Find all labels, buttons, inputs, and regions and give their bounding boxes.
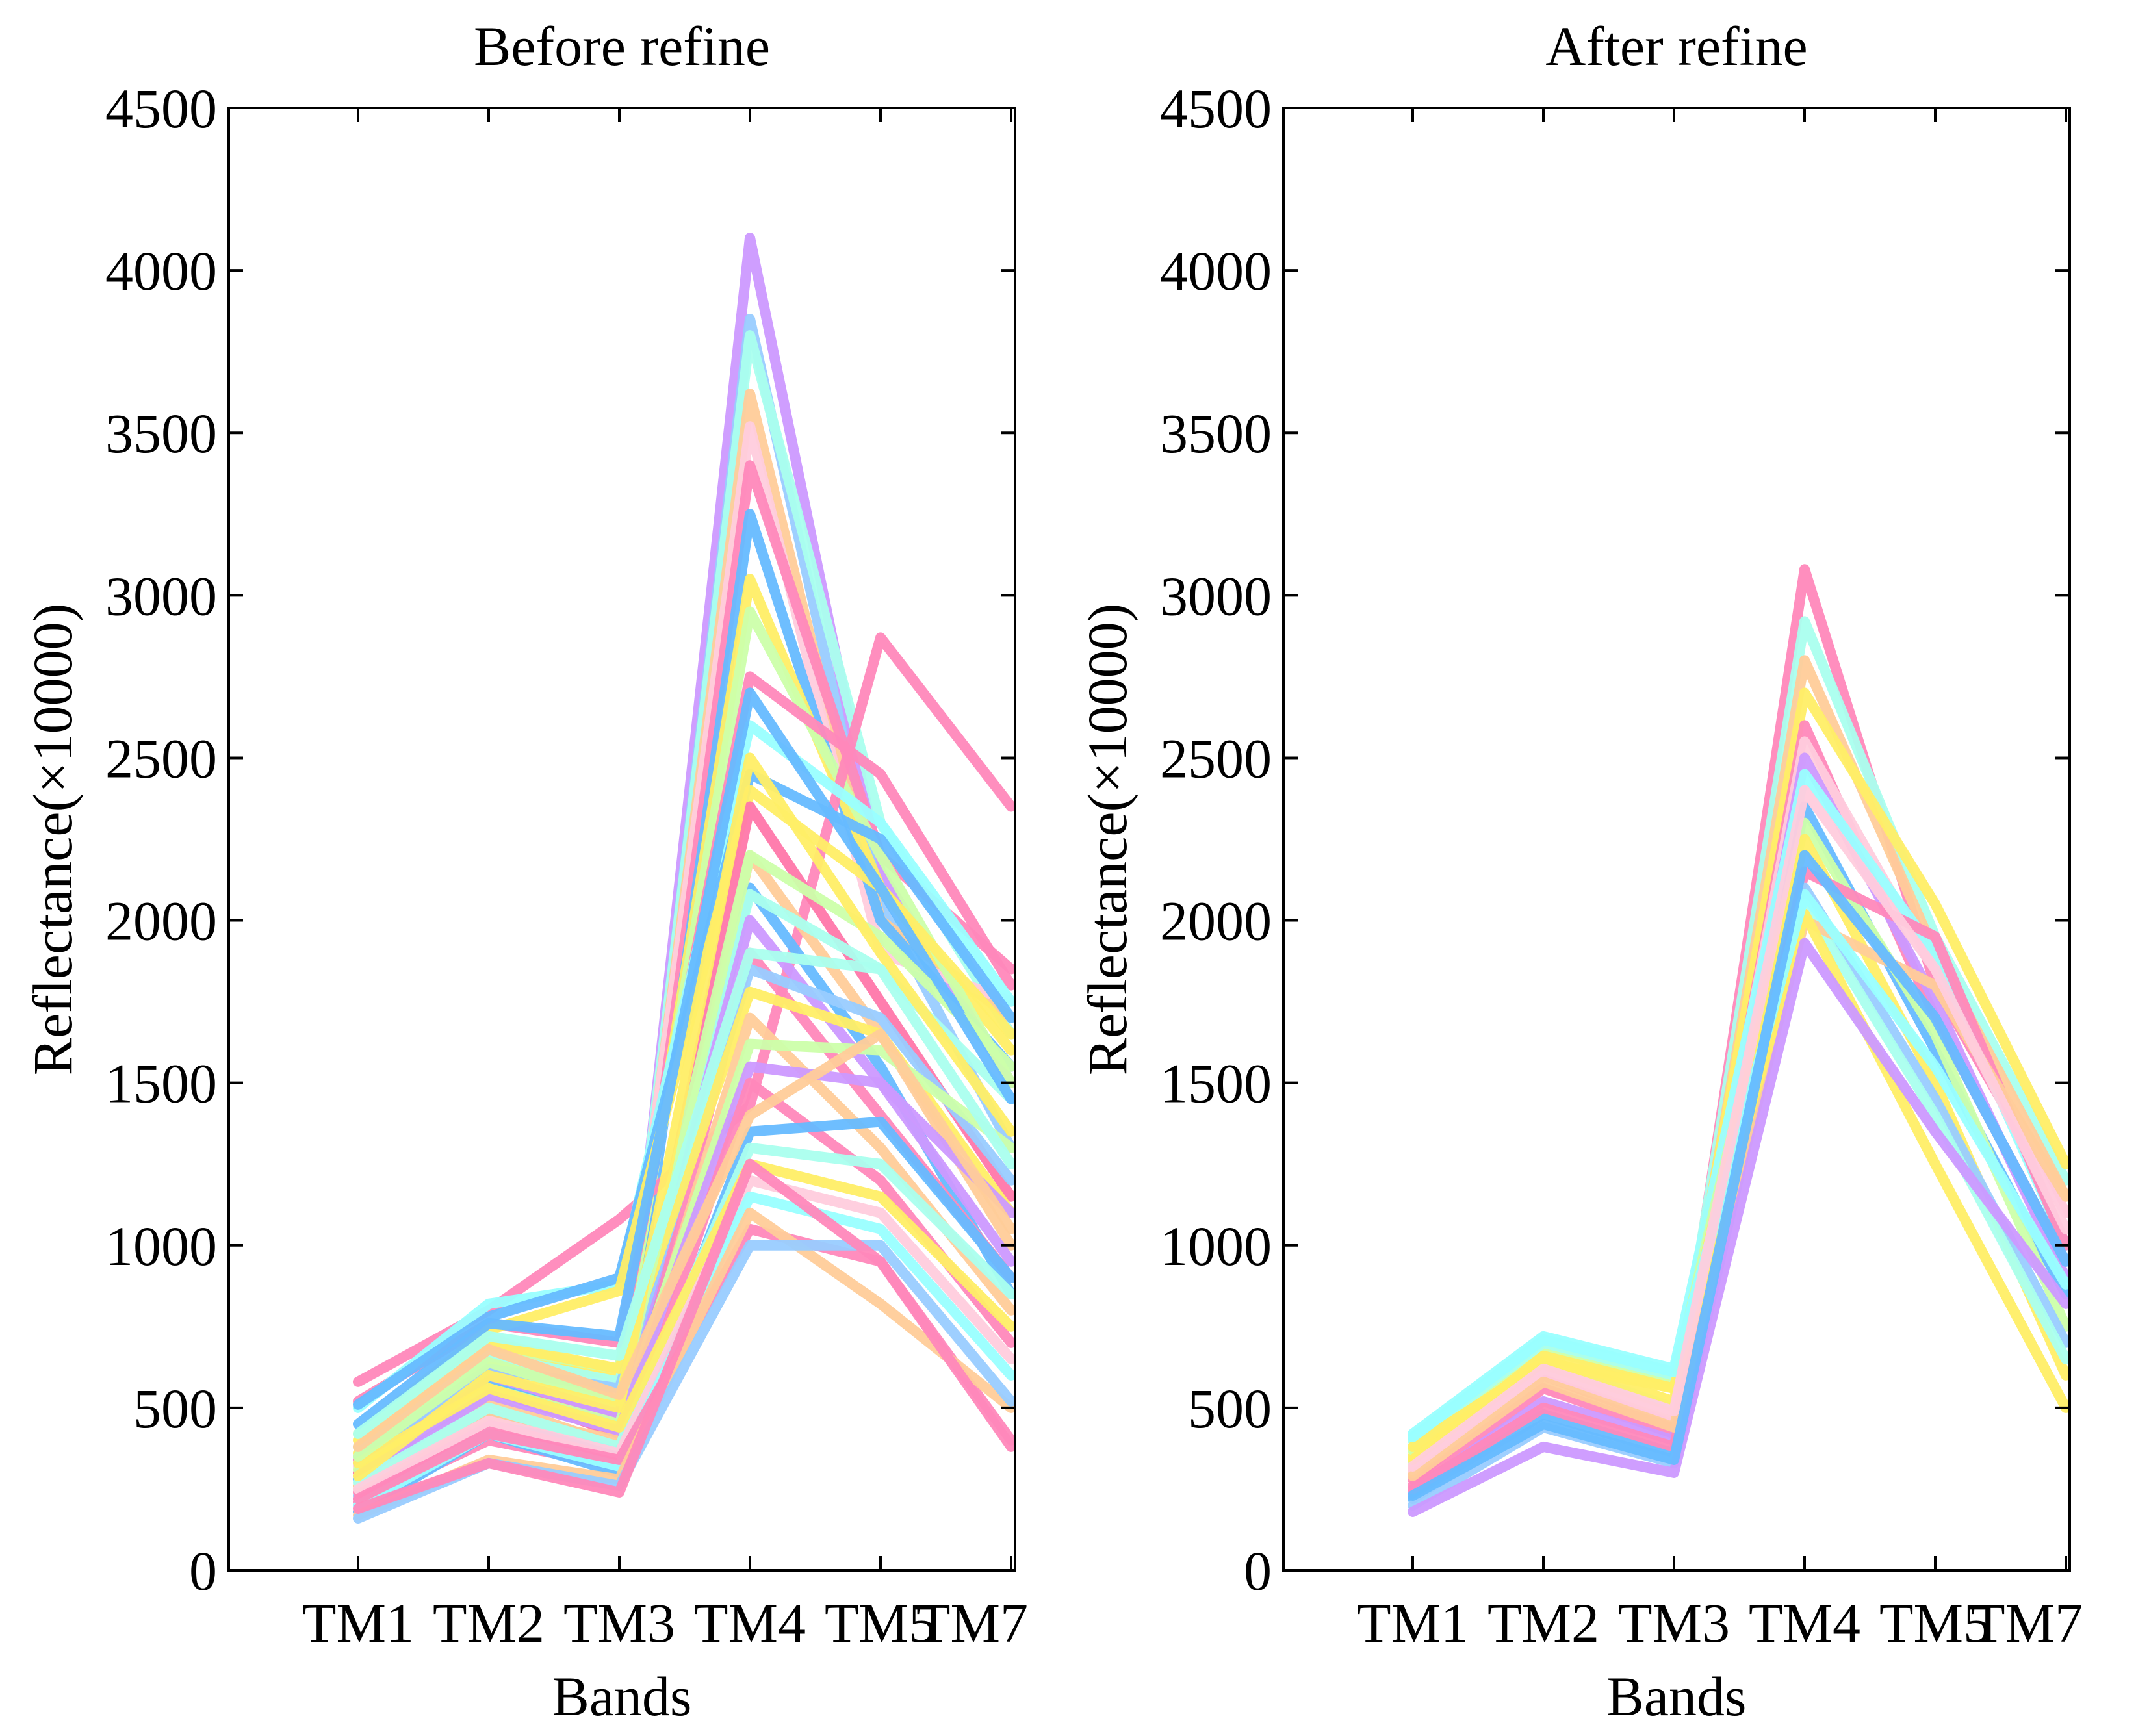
x-tick-label: TM5 [825,1592,936,1654]
series-line [1408,938,2071,1517]
series-line [1408,850,2071,1501]
series-layer [1408,564,2071,1517]
x-tick-label: TM1 [302,1592,414,1654]
y-tick-label: 0 [1244,1540,1272,1602]
y-tick-label: 4000 [1160,240,1272,302]
y-axis-label: Reflectance(×10000) [21,604,84,1076]
series-line [1408,785,2071,1472]
plot-frame [227,107,1016,1572]
x-tick-label: TM7 [1971,1592,2083,1654]
series-layer [353,233,1016,1524]
y-tick-label: 3000 [105,565,217,627]
y-tick-label: 3500 [1160,402,1272,465]
y-tick-label: 4500 [1160,77,1272,140]
y-tick-label: 2500 [105,727,217,789]
y-tick-label: 1000 [1160,1215,1272,1277]
y-tick-label: 2500 [1160,727,1272,789]
y-tick-label: 500 [1188,1377,1272,1440]
series-line [353,1158,1016,1514]
y-tick-label: 1000 [105,1215,217,1277]
x-axis-label: Bands [1607,1665,1747,1728]
x-tick-label: TM4 [694,1592,806,1654]
x-tick-label: TM1 [1357,1592,1469,1654]
x-axis-label: Bands [552,1665,692,1728]
x-tick-label: TM5 [1879,1592,1991,1654]
y-tick-label: 2000 [105,890,217,952]
chart-before-refine: Before refine 0 500 1000 1500 2000 2500 3000 35… [21,15,1028,1728]
chart-title: Before refine [474,15,770,77]
y-tick-label: 3500 [105,402,217,465]
y-tick-label: 1500 [105,1053,217,1115]
series-line [353,850,1016,1462]
series-line [353,947,1016,1439]
y-tick-label: 1500 [1160,1053,1272,1115]
x-tick-label: TM2 [1487,1592,1599,1654]
series-line [353,1028,1016,1452]
chart-after-refine: After refine 0 500 1000 1500 2000 2500 3000 350… [1076,15,2083,1728]
x-tick-label: TM3 [563,1592,675,1654]
x-tick-label: TM2 [433,1592,545,1654]
series-line [353,752,1016,1481]
y-tick-label: 4500 [105,77,217,140]
plot-frame [1282,107,2071,1572]
y-tick-label: 500 [133,1377,217,1440]
y-tick-label: 4000 [105,240,217,302]
chart-title: After refine [1545,15,1807,77]
x-tick-label: TM7 [916,1592,1028,1654]
x-tick-label: TM3 [1618,1592,1730,1654]
ticks-layer: 0 500 1000 1500 2000 2500 3000 3500 4000 4500 TM1 T… [105,77,1028,1654]
y-axis-label: Reflectance(×10000) [1076,604,1139,1076]
series-line [353,1158,1016,1468]
ticks-layer: 0 500 1000 1500 2000 2500 3000 3500 4000 4500 TM1 T… [1160,77,2083,1654]
y-tick-label: 2000 [1160,890,1272,952]
series-line [353,687,1016,1429]
y-tick-label: 3000 [1160,565,1272,627]
x-tick-label: TM4 [1749,1592,1860,1654]
y-tick-label: 0 [189,1540,217,1602]
